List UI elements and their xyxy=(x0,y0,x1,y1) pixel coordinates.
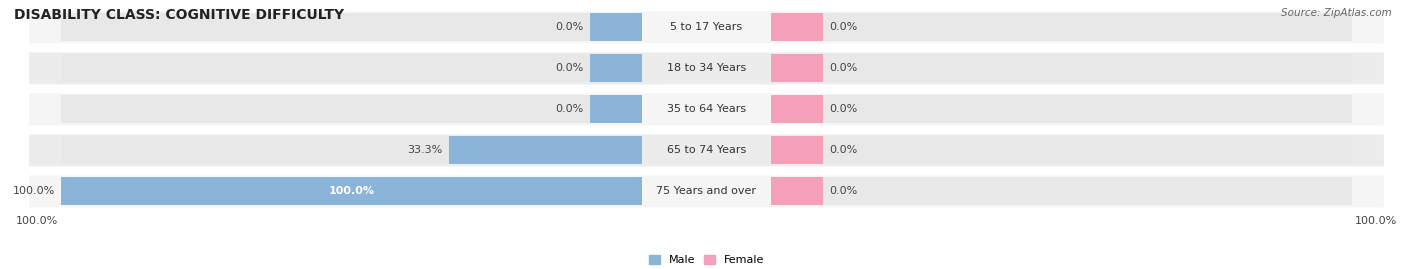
Bar xyxy=(770,54,823,82)
Bar xyxy=(770,136,823,164)
Bar xyxy=(770,13,1351,41)
Text: 0.0%: 0.0% xyxy=(555,22,583,32)
Bar xyxy=(62,178,643,205)
Bar xyxy=(770,136,1351,164)
Text: 0.0%: 0.0% xyxy=(830,22,858,32)
Text: 5 to 17 Years: 5 to 17 Years xyxy=(671,22,742,32)
Text: 18 to 34 Years: 18 to 34 Years xyxy=(666,63,747,73)
Bar xyxy=(62,54,643,82)
Bar xyxy=(770,95,823,123)
Text: 33.3%: 33.3% xyxy=(406,145,441,155)
Text: 100.0%: 100.0% xyxy=(1354,216,1396,226)
Text: 65 to 74 Years: 65 to 74 Years xyxy=(666,145,747,155)
Bar xyxy=(62,13,643,41)
Text: 100.0%: 100.0% xyxy=(15,216,59,226)
Text: 35 to 64 Years: 35 to 64 Years xyxy=(666,104,747,114)
Bar xyxy=(591,54,643,82)
Text: 0.0%: 0.0% xyxy=(830,63,858,73)
Text: 0.0%: 0.0% xyxy=(830,145,858,155)
FancyBboxPatch shape xyxy=(30,11,1384,43)
FancyBboxPatch shape xyxy=(30,175,1384,207)
Bar xyxy=(770,13,823,41)
Bar xyxy=(770,178,1351,205)
Text: 100.0%: 100.0% xyxy=(13,186,55,196)
FancyBboxPatch shape xyxy=(30,93,1384,125)
Text: 75 Years and over: 75 Years and over xyxy=(657,186,756,196)
Bar xyxy=(591,95,643,123)
Bar xyxy=(62,178,643,205)
Text: 0.0%: 0.0% xyxy=(555,104,583,114)
Text: 0.0%: 0.0% xyxy=(830,186,858,196)
Bar xyxy=(770,54,1351,82)
Text: 0.0%: 0.0% xyxy=(830,104,858,114)
Bar xyxy=(62,136,643,164)
Bar xyxy=(62,95,643,123)
Legend: Male, Female: Male, Female xyxy=(644,250,769,269)
FancyBboxPatch shape xyxy=(30,52,1384,84)
FancyBboxPatch shape xyxy=(30,134,1384,166)
Bar xyxy=(770,95,1351,123)
Text: DISABILITY CLASS: COGNITIVE DIFFICULTY: DISABILITY CLASS: COGNITIVE DIFFICULTY xyxy=(14,8,344,22)
Text: 0.0%: 0.0% xyxy=(555,63,583,73)
Text: 100.0%: 100.0% xyxy=(329,186,374,196)
Text: Source: ZipAtlas.com: Source: ZipAtlas.com xyxy=(1281,8,1392,18)
Bar xyxy=(770,178,823,205)
Bar xyxy=(591,13,643,41)
Bar xyxy=(449,136,643,164)
